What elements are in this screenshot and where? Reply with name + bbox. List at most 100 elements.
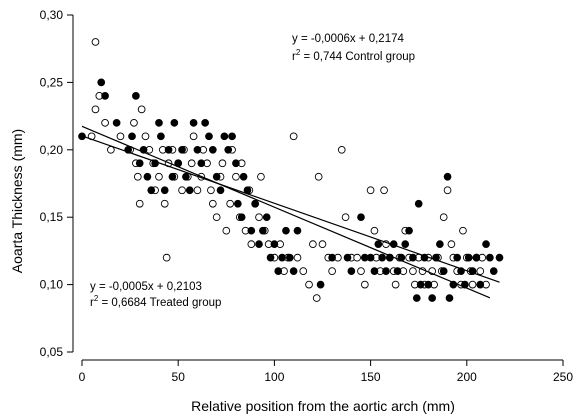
point-s0-10 [133,172,142,181]
point-s1-46 [278,253,286,262]
treated-r-prefix: r [90,297,94,309]
point-s1-87 [476,280,485,289]
point-s0-39 [222,226,231,235]
point-s1-90 [489,267,498,275]
point-s0-108 [476,267,485,275]
point-s1-71 [416,280,425,289]
point-s0-59 [299,267,308,275]
point-s1-61 [382,267,390,275]
point-s1-58 [370,267,379,275]
point-s0-4 [101,118,109,127]
point-s1-88 [482,240,490,249]
point-s0-50 [257,172,265,181]
point-s1-3 [112,118,121,127]
point-s1-48 [285,253,294,262]
point-s1-34 [233,199,242,208]
point-s1-45 [274,267,283,275]
point-s1-50 [293,226,302,235]
point-s0-60 [305,280,313,289]
x-tick-label-0: 0 [79,370,86,384]
point-s1-14 [160,186,169,195]
point-s1-19 [178,145,186,154]
point-s1-51 [316,280,325,289]
point-s0-97 [439,213,448,222]
point-s1-10 [147,186,156,195]
point-s1-54 [347,267,356,275]
point-s1-91 [495,253,504,262]
x-tick-label-3: 150 [361,370,381,384]
point-s0-82 [391,280,400,289]
point-s0-72 [357,267,365,275]
regression-line-0 [81,125,491,299]
point-s1-70 [414,199,423,208]
point-s1-28 [212,172,221,181]
point-s1-9 [143,172,152,181]
y-tick-label-2: 0,15 [40,210,64,224]
point-s1-52 [328,253,336,262]
point-s1-77 [439,267,448,275]
point-s0-98 [443,186,452,195]
point-s1-49 [289,267,298,275]
point-s0-19 [160,199,169,208]
point-s0-75 [370,226,379,235]
point-s1-79 [445,294,454,302]
point-s1-86 [472,253,481,262]
point-s1-25 [201,118,209,127]
point-s0-74 [366,186,375,195]
control-r-exponent: 2 [296,48,301,57]
y-tick-label-1: 0,10 [40,278,64,292]
x-tick-label-2: 100 [264,370,284,384]
control-r-prefix: r [292,51,296,63]
y-tick-label-0: 0,05 [40,345,64,359]
point-s1-53 [343,253,352,262]
point-s0-25 [178,186,186,195]
point-s0-62 [312,294,321,302]
point-s1-31 [224,145,233,154]
y-axis: 0,05 0,10 0,15 0,20 0,25 0,30 [40,8,74,359]
x-tick-label-5: 250 [553,370,573,384]
treated-equation: y = -0,0005x + 0,2103 [90,281,202,293]
point-s0-63 [314,172,323,181]
x-tick-label-4: 200 [457,370,477,384]
point-s1-84 [464,253,473,262]
point-s1-78 [443,172,452,181]
point-s0-38 [218,159,227,168]
point-s1-5 [128,132,136,141]
point-s0-69 [341,213,350,222]
y-axis-title: Aoarta Thickness (mm) [9,129,25,273]
point-s1-17 [170,118,179,127]
point-s1-41 [259,226,267,235]
point-s0-13 [141,132,150,141]
point-s0-49 [255,213,263,222]
control-r-text: = 0,744 Control group [300,51,415,63]
treated-annotation: y = -0,0005x + 0,2103 r2 = 0,6684 Treate… [90,281,221,309]
point-s0-73 [360,280,369,289]
point-s1-39 [251,199,260,208]
point-s1-68 [409,253,417,262]
point-s1-59 [374,240,383,249]
point-s0-40 [226,199,234,208]
point-s1-64 [393,267,402,275]
point-s1-42 [262,213,271,222]
point-s0-99 [447,240,456,249]
point-s1-66 [401,240,410,249]
point-s1-30 [220,132,229,141]
point-s1-1 [97,78,106,87]
x-tick-label-1: 50 [172,370,186,384]
point-s0-64 [318,240,327,249]
point-s1-44 [270,240,279,249]
point-s1-16 [168,172,177,181]
point-s0-42 [232,172,240,181]
control-r-squared: r2 = 0,744 Control group [292,48,415,63]
point-s1-60 [378,253,386,262]
regression-line-1 [81,135,500,283]
point-s1-57 [366,253,375,262]
point-s0-106 [468,280,477,289]
point-s0-8 [130,118,138,127]
point-s1-15 [164,145,173,154]
treated-r-text: = 0,6684 Treated group [98,297,221,309]
point-s1-27 [208,145,217,154]
point-s1-69 [412,294,421,302]
point-s1-74 [428,294,437,302]
